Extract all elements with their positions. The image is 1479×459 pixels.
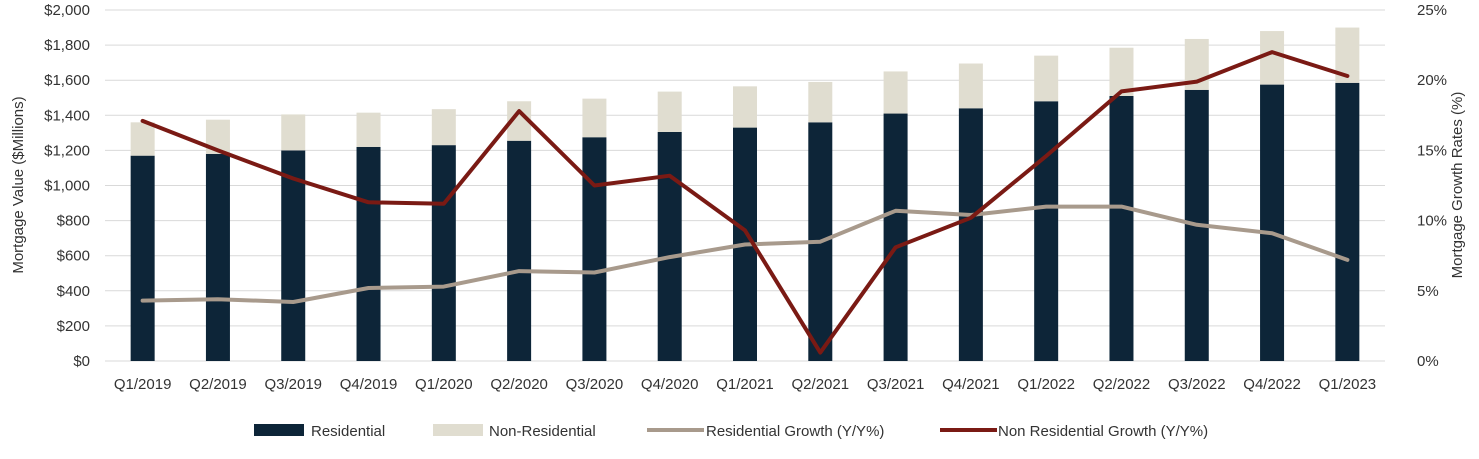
bar-non-residential bbox=[808, 81, 833, 123]
legend-label-non-residential: Non-Residential bbox=[489, 423, 596, 440]
legend-swatch-residential bbox=[254, 424, 304, 436]
bar-non-residential bbox=[958, 63, 983, 109]
y-left-tick-label: $800 bbox=[57, 213, 90, 230]
y-left-tick-label: $200 bbox=[57, 318, 90, 335]
bar-residential bbox=[205, 153, 230, 361]
y-right-tick-label: 0% bbox=[1417, 353, 1439, 370]
legend: Residential Non-Residential Residential … bbox=[254, 423, 1208, 440]
bars bbox=[130, 27, 1360, 362]
x-tick-label: Q1/2022 bbox=[1017, 376, 1075, 393]
x-tick-label: Q1/2021 bbox=[716, 376, 774, 393]
line-non-residential-growth bbox=[140, 50, 1350, 355]
bar-residential bbox=[883, 113, 908, 361]
x-tick-label: Q1/2019 bbox=[114, 376, 172, 393]
legend-label-residential-growth: Residential Growth (Y/Y%) bbox=[706, 423, 884, 440]
growth-lines bbox=[140, 50, 1350, 355]
legend-label-residential: Residential bbox=[311, 423, 385, 440]
y-right-tick-label: 10% bbox=[1417, 213, 1447, 230]
axes: $0 $200 $400 $600 $800 $1,000 $1,200 $1,400 $1,6… bbox=[44, 2, 1447, 393]
y-left-tick-label: $1,800 bbox=[44, 37, 90, 54]
bar-residential bbox=[130, 155, 155, 361]
bar-non-residential bbox=[733, 86, 757, 128]
x-tick-label: Q2/2021 bbox=[792, 376, 850, 393]
bar-residential bbox=[1260, 84, 1285, 362]
bar-residential bbox=[356, 146, 381, 361]
x-tick-label: Q4/2021 bbox=[942, 376, 1000, 393]
y-left-tick-label: $1,600 bbox=[44, 72, 90, 89]
bar-non-residential bbox=[1109, 47, 1134, 96]
line-residential-growth bbox=[140, 204, 1350, 304]
y-left-tick-label: $1,000 bbox=[44, 178, 90, 195]
x-tick-label: Q3/2020 bbox=[566, 376, 624, 393]
y-right-tick-label: 5% bbox=[1417, 283, 1439, 300]
bar-residential bbox=[431, 145, 456, 361]
bar-non-residential bbox=[130, 122, 155, 156]
bar-non-residential bbox=[883, 71, 908, 114]
y-left-tick-label: $400 bbox=[57, 283, 90, 300]
y-left-tick-label: $2,000 bbox=[44, 2, 90, 19]
bar-residential bbox=[507, 140, 532, 361]
y-left-tick-label: $600 bbox=[57, 248, 90, 265]
bar-residential bbox=[958, 108, 983, 361]
y-right-tick-label: 25% bbox=[1417, 2, 1447, 19]
x-tick-label: Q4/2020 bbox=[641, 376, 699, 393]
y-right-tick-label: 20% bbox=[1417, 72, 1447, 89]
x-tick-label: Q3/2022 bbox=[1168, 376, 1226, 393]
bar-residential bbox=[281, 150, 306, 361]
bar-residential bbox=[1335, 82, 1360, 362]
x-tick-label: Q1/2023 bbox=[1319, 376, 1377, 393]
x-tick-label: Q2/2020 bbox=[490, 376, 548, 393]
x-tick-label: Q4/2022 bbox=[1243, 376, 1301, 393]
legend-label-non-residential-growth: Non Residential Growth (Y/Y%) bbox=[998, 423, 1208, 440]
bar-residential bbox=[1109, 95, 1134, 362]
bar-non-residential bbox=[356, 112, 381, 147]
bar-non-residential bbox=[582, 98, 607, 138]
y-left-tick-label: $1,400 bbox=[44, 107, 90, 124]
x-tick-label: Q1/2020 bbox=[415, 376, 473, 393]
bar-non-residential bbox=[657, 91, 682, 132]
bar-residential bbox=[657, 131, 682, 361]
bar-non-residential bbox=[431, 109, 456, 146]
y-left-tick-label: $1,200 bbox=[44, 142, 90, 159]
x-tick-label: Q3/2021 bbox=[867, 376, 925, 393]
x-tick-label: Q2/2019 bbox=[189, 376, 247, 393]
x-tick-label: Q4/2019 bbox=[340, 376, 398, 393]
y-axis-left-title: Mortgage Value ($Millions) bbox=[10, 96, 27, 273]
legend-swatch-non-residential bbox=[433, 424, 483, 436]
bar-non-residential bbox=[1260, 31, 1285, 85]
y-axis-right-title: Mortgage Growth Rates (%) bbox=[1449, 92, 1466, 279]
y-right-tick-label: 15% bbox=[1417, 142, 1447, 159]
y-left-tick-label: $0 bbox=[73, 353, 90, 370]
x-tick-label: Q3/2019 bbox=[264, 376, 322, 393]
bar-residential bbox=[582, 137, 607, 361]
bar-non-residential bbox=[1034, 55, 1059, 102]
bar-non-residential bbox=[281, 114, 306, 151]
bar-residential bbox=[1034, 101, 1059, 361]
x-tick-label: Q2/2022 bbox=[1093, 376, 1151, 393]
